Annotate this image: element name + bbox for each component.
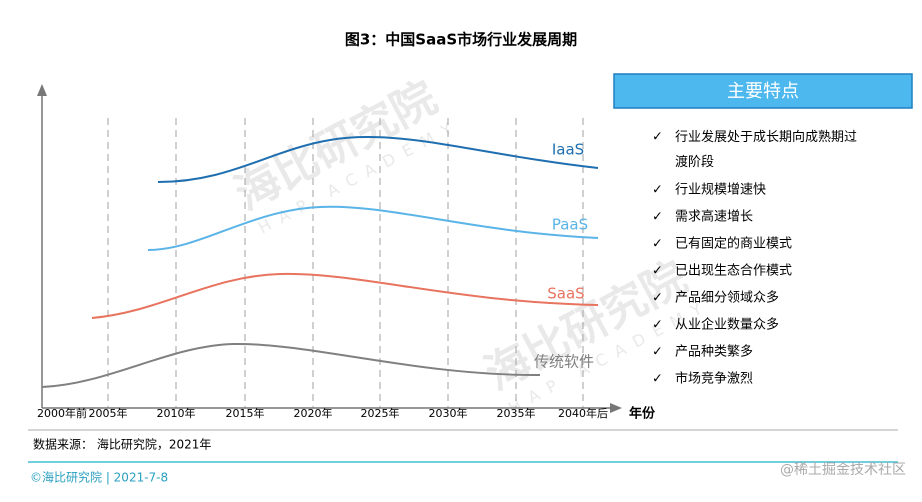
curve-label: IaaS — [552, 141, 584, 159]
guide-lines — [107, 118, 584, 408]
check: ✓ — [652, 345, 663, 360]
panel-header — [613, 73, 913, 109]
feature-item: 行业规模增速快 — [675, 183, 766, 198]
feature-item: 产品种类繁多 — [675, 344, 753, 360]
feature-item: 已出现生态合作模式 — [675, 264, 792, 279]
paas-curve — [147, 205, 599, 251]
feature-line: 行业发展处于成长期向成熟期过 — [675, 129, 857, 145]
feature-line: 渡阶段 — [675, 154, 714, 170]
curve-label: PaaS — [552, 216, 588, 234]
feature-item: 从业企业数量众多 — [675, 317, 779, 333]
feature-item: 行业发展处于成长期向成熟期过渡阶段 — [675, 129, 857, 170]
feature-item: 产品细分领域众多 — [675, 290, 779, 306]
saas-curve — [91, 272, 599, 319]
credit: @稀土掘金技术社区 — [780, 462, 906, 478]
feature-item: 市场竞争激烈 — [675, 371, 753, 387]
feature-list: ✓ 行业发展处于成长期向成熟期过渡阶段 ✓ 行业规模增速快 ✓ 需求高速增长 ✓ 已有固定的商… — [652, 129, 857, 387]
x-label: 2025年 — [361, 406, 400, 420]
check: ✓ — [652, 237, 663, 252]
x-label: 2005年 — [89, 406, 128, 420]
title: 图3：中国SaaS市场行业发展周期 — [345, 31, 577, 49]
x-axis-title: 年份 — [629, 406, 656, 422]
curves — [41, 135, 599, 388]
check: ✓ — [652, 130, 663, 145]
feature-item: 已有固定的商业模式 — [675, 236, 792, 252]
x-label: 2035年 — [497, 406, 536, 420]
x-label: 2015年 — [226, 406, 265, 420]
x-labels: 2000年前 2005年 2010年 2015年 2020年 2025年 2030年 2035… — [37, 406, 608, 420]
check: ✓ — [652, 372, 663, 387]
check: ✓ — [652, 318, 663, 333]
source: 数据来源： 海比研究院，2021年 — [33, 437, 211, 452]
x-label: 2040年后 — [558, 406, 608, 420]
footer: ©海比研究院 | 2021-7-8 — [30, 470, 168, 485]
check: ✓ — [652, 210, 663, 225]
feature-item: 需求高速增长 — [675, 209, 753, 225]
panel-title: 主要特点 — [727, 81, 799, 102]
x-label: 2010年 — [157, 406, 196, 420]
x-label: 2020年 — [294, 406, 333, 420]
x-axis-arrow — [610, 403, 622, 413]
check: ✓ — [652, 264, 663, 279]
y-axis-arrow — [37, 84, 47, 96]
curve-label: SaaS — [547, 285, 584, 303]
traditional-curve — [41, 342, 541, 388]
check: ✓ — [652, 291, 663, 306]
check: ✓ — [652, 183, 663, 198]
curve-label: 传统软件 — [534, 353, 594, 371]
x-label: 2030年 — [429, 406, 468, 420]
iaas-curve — [157, 135, 599, 183]
x-label: 2000年前 — [37, 406, 87, 420]
